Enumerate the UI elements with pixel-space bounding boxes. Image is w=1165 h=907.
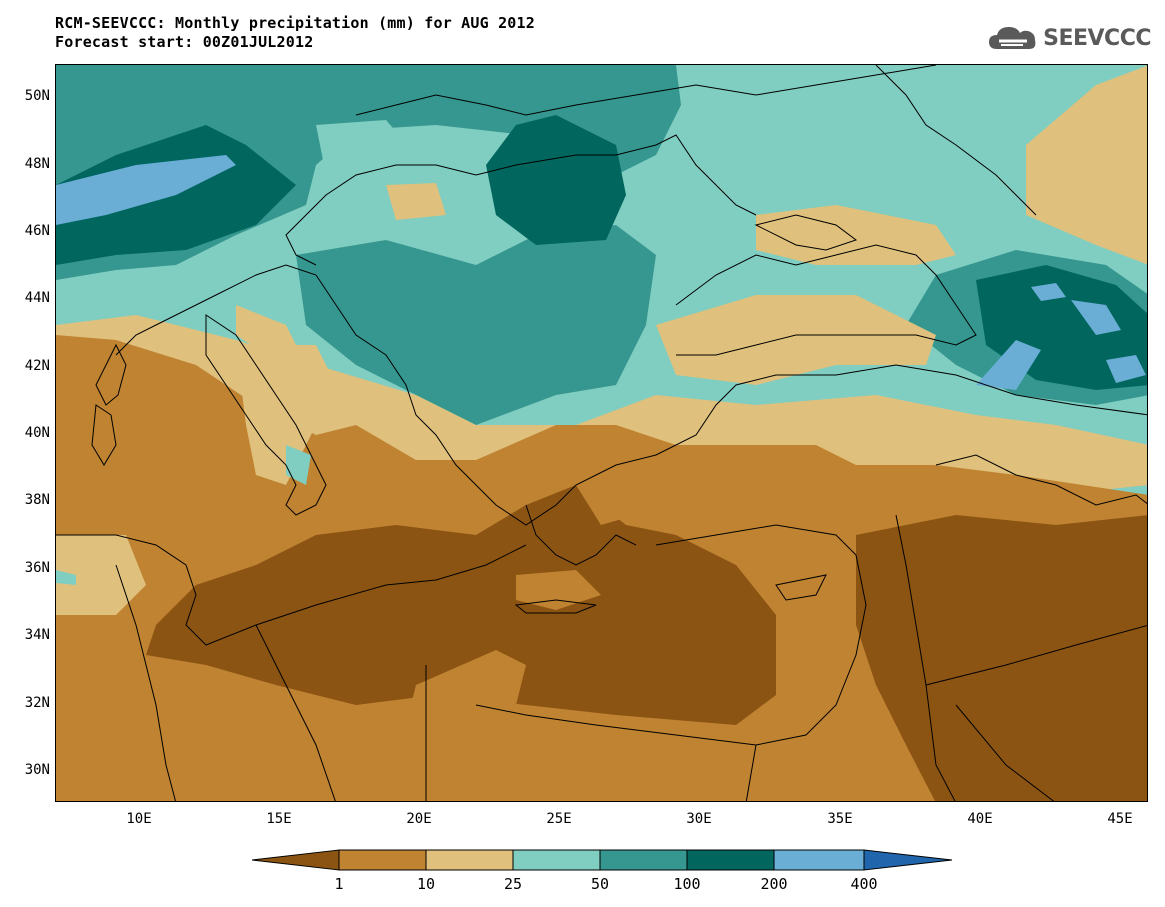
coastlines (56, 65, 1147, 801)
lat-label: 32N (24, 695, 50, 711)
lon-label: 30E (686, 811, 712, 827)
colorbar-label: 25 (503, 875, 523, 893)
lon-label: 10E (126, 811, 152, 827)
map-canvas (56, 65, 1147, 801)
zone-blue (56, 155, 236, 225)
lon-label: 35E (827, 811, 853, 827)
zone-dark-teal (486, 115, 626, 245)
lat-label: 30N (24, 762, 50, 778)
zone-blue (1071, 300, 1121, 335)
colorbar-segment (686, 849, 775, 871)
lat-label: 46N (24, 223, 50, 239)
zone-blue (1106, 355, 1146, 383)
lat-label: 50N (24, 88, 50, 104)
zone-tan-inner (516, 570, 601, 610)
zone-tan (236, 345, 336, 485)
lat-label: 44N (24, 290, 50, 306)
lon-label: 15E (266, 811, 292, 827)
zone-blue (976, 340, 1041, 390)
zone-light-tan (756, 205, 956, 265)
seevccc-logo: SEEVCCC (987, 22, 1151, 54)
colorbar-label: 50 (590, 875, 610, 893)
zone-tan-inner (411, 650, 526, 725)
colorbar-segment (338, 849, 427, 871)
colorbar-segment (863, 849, 953, 871)
colorbar-label: 200 (760, 875, 788, 893)
map-title: RCM-SEEVCCC: Monthly precipitation (mm) … (55, 14, 535, 52)
zone-light-tan (386, 183, 446, 220)
zone-tan (56, 535, 146, 615)
lon-label: 25E (546, 811, 572, 827)
title-line-2: Forecast start: 00Z01JUL2012 (55, 33, 314, 51)
colorbar-label: 100 (673, 875, 701, 893)
zone-tan (286, 445, 311, 485)
lat-label: 34N (24, 627, 50, 643)
colorbar-label: 10 (416, 875, 436, 893)
logo-text: SEEVCCC (1043, 25, 1151, 51)
zone-tan-inner (576, 475, 636, 525)
colorbar-label: 1 (334, 875, 344, 893)
lon-label: 45E (1107, 811, 1133, 827)
zone-light-tan (656, 295, 936, 385)
zone-teal (296, 225, 656, 425)
lon-label: 40E (967, 811, 993, 827)
colorbar-label: 400 (850, 875, 878, 893)
colorbar-segment (252, 849, 340, 871)
title-line-1: RCM-SEEVCCC: Monthly precipitation (mm) … (55, 14, 535, 32)
colorbar-segment (773, 849, 865, 871)
lat-label: 48N (24, 156, 50, 172)
lat-label: 36N (24, 560, 50, 576)
cloud-icon (989, 27, 1036, 49)
zone-dark-brown (856, 515, 1147, 801)
precipitation-map (55, 64, 1148, 802)
zone-blue (1031, 283, 1066, 301)
colorbar-segment (512, 849, 601, 871)
zone-light-tan (1026, 65, 1147, 265)
lat-label: 42N (24, 358, 50, 374)
colorbar-segment (425, 849, 514, 871)
lon-label: 20E (406, 811, 432, 827)
colorbar-segment (599, 849, 688, 871)
zone-tan (56, 570, 76, 585)
colorbar (252, 849, 953, 871)
lat-label: 38N (24, 492, 50, 508)
zone-dark-brown (146, 485, 776, 725)
lat-label: 40N (24, 425, 50, 441)
